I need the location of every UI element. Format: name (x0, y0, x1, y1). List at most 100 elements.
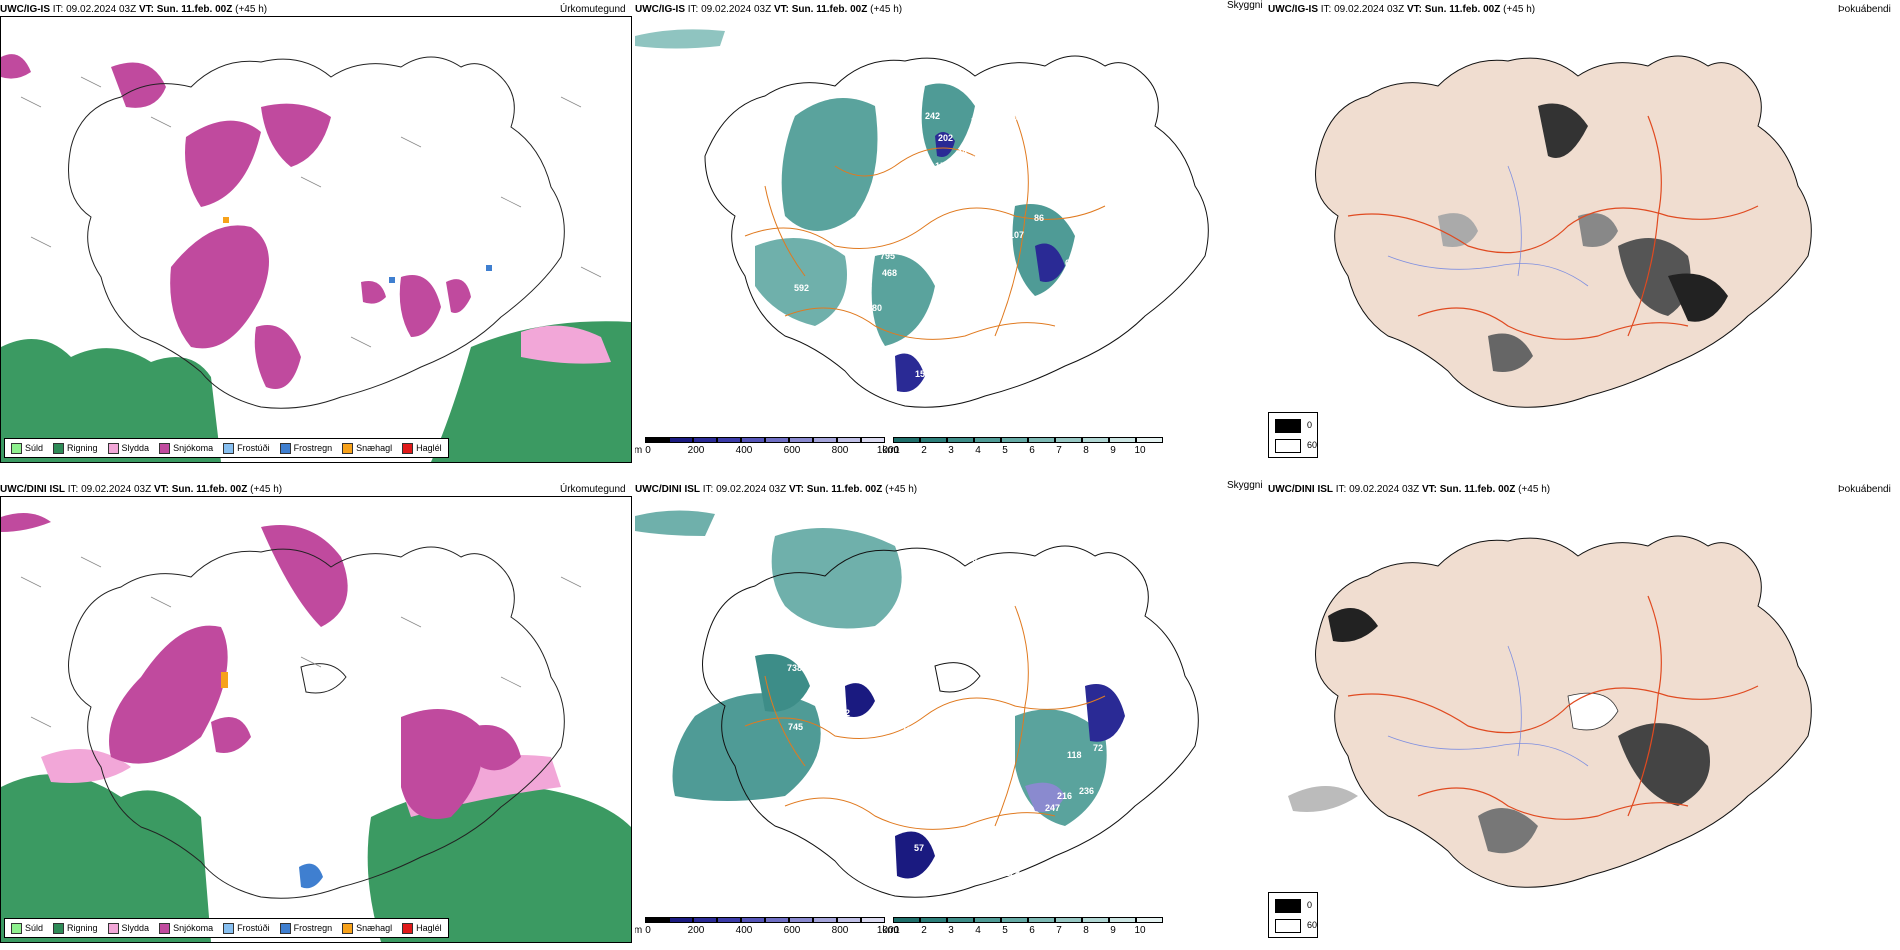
colorbar-segment (947, 437, 974, 443)
station-label: 984 (898, 627, 913, 637)
station-label: 184 (997, 257, 1012, 267)
panel-header: UWC/DINI ISL IT: 09.02.2024 03Z VT: Sun.… (1268, 484, 1551, 495)
legend-item-freezing-drizzle: Frostúði (223, 922, 270, 934)
colorbar-tick-label: 600 (783, 925, 801, 936)
ceiling-colorbar: m 0 200 400 600 800 1000 (635, 917, 899, 939)
colorbar-tick-label: 2 (921, 445, 927, 456)
station-label: 165 (975, 186, 990, 196)
station-label: 44 (1065, 335, 1075, 345)
colorbar-tick-label: 400 (735, 445, 753, 456)
colorbar-tick-label: 600 (783, 445, 801, 456)
legend-item-rain: Rigning (53, 922, 98, 934)
legend-item-freezing-rain: Frostregn (279, 442, 332, 454)
colorbar-segment (789, 437, 813, 443)
station-label: 145 (968, 173, 983, 183)
colorbar-tick-label: 1 (894, 925, 900, 936)
station-label: 198 (975, 601, 990, 611)
legend-item-drizzle: Súld (11, 442, 43, 454)
station-label: 714 (705, 873, 720, 883)
colorbar-segment (920, 437, 947, 443)
panel-header: UWC/IG-IS IT: 09.02.2024 03Z VT: Sun. 11… (635, 4, 903, 15)
colorbar-segment (1028, 437, 1055, 443)
station-label: 207 (830, 336, 845, 346)
colorbar-segment (765, 917, 789, 923)
colorbar-tick-label: 0 (645, 925, 651, 936)
station-label: 40 (850, 767, 860, 777)
colorbar-tick-label: 6 (1029, 925, 1035, 936)
colorbar-tick-label: 3 (948, 445, 954, 456)
legend-swatch (53, 442, 65, 454)
colorbar-tick-label: 2 (921, 925, 927, 936)
legend-swatch (279, 442, 291, 454)
legend-swatch (223, 442, 235, 454)
station-label: 222 (995, 625, 1010, 635)
panel-header: UWC/IG-IS IT: 09.02.2024 03Z VT: Sun. 11… (0, 4, 268, 15)
colorbar-tick-label: 9 (1110, 445, 1116, 456)
legend-swatch (53, 922, 65, 934)
station-label: 592 (794, 283, 809, 293)
colorbar-segment (1082, 917, 1109, 923)
colorbar-segment (645, 437, 669, 443)
legend-item-freezing-rain: Frostregn (279, 922, 332, 934)
fog-map (1268, 496, 1900, 926)
fog-scale-swatch-bottom (1275, 919, 1301, 933)
station-label: 57 (914, 843, 924, 853)
station-labels: 359 389 139 85 131 198 222 984 738 84 94 722 745 111 9… (695, 554, 1103, 898)
colorbar-segment (789, 917, 813, 923)
station-label: 794 (695, 888, 710, 898)
legend-swatch (107, 442, 119, 454)
station-label: 330 (910, 245, 925, 255)
fog-map (1268, 16, 1900, 446)
station-labels: 796 66 490 242 345 934 202 174 44 151 262 145 165 107… (743, 80, 1077, 403)
colorbar-segment (1028, 917, 1055, 923)
colorbar-tick-label: 8 (1083, 925, 1089, 936)
visibility-ceiling-panel-row1: UWC/IG-IS IT: 09.02.2024 03Z VT: Sun. 11… (635, 0, 1275, 470)
station-label: 243 (857, 280, 872, 290)
legend-swatch (223, 922, 235, 934)
station-label: 98 (944, 838, 954, 848)
station-label: 59 (1063, 300, 1073, 310)
colorbar-tick-label: 8 (1083, 445, 1089, 456)
colorbar-segment (765, 437, 789, 443)
legend-item-snow: Snjókoma (159, 442, 213, 454)
colorbar-segment (693, 437, 717, 443)
station-label: 202 (938, 133, 953, 143)
colorbar-tick-label: 1000 (876, 925, 900, 936)
colorbar-segment (669, 917, 693, 923)
station-label: 94 (934, 728, 944, 738)
station-label: 118 (1067, 750, 1082, 760)
precip-type-panel-row1: UWC/IG-IS IT: 09.02.2024 03Z VT: Sun. 11… (0, 0, 640, 470)
colorbar-tick-label: 5 (1002, 445, 1008, 456)
station-label: 580 (867, 303, 882, 313)
visibility-map: 796 66 490 242 345 934 202 174 44 151 262 145 165 107… (635, 16, 1255, 436)
colorbar-tick-label: 4 (975, 445, 981, 456)
panel-title: Úrkomutegund (560, 484, 626, 495)
panel-title: Þokuábendi (1838, 484, 1891, 495)
colorbar-segment (717, 437, 741, 443)
station-label: 242 (925, 111, 940, 121)
station-label: 216 (1057, 791, 1072, 801)
station-label: 72 (1093, 743, 1103, 753)
colorbar-tick-label: 7 (1056, 445, 1062, 456)
colorbar-segment (974, 437, 1001, 443)
fog-scale-swatch-top (1275, 899, 1301, 913)
colorbar-segment (813, 437, 837, 443)
station-label: 738 (787, 663, 802, 673)
colorbar-tick-label: 9 (1110, 925, 1116, 936)
fog-scale: 0 60 (1268, 412, 1318, 458)
colorbar-tick-label: 6 (1029, 445, 1035, 456)
station-label: 102 (971, 359, 986, 369)
station-label: 60 (928, 388, 938, 398)
legend-swatch (11, 922, 22, 934)
colorbar-tick-label: 4 (975, 925, 981, 936)
visibility-map: 359 389 139 85 131 198 222 984 738 84 94 722 745 111 9… (635, 496, 1255, 916)
station-label: 345 (971, 116, 986, 126)
station-label: 934 (1013, 112, 1028, 122)
fog-scale-swatch-bottom (1275, 439, 1301, 453)
station-label: 120 (919, 393, 934, 403)
station-label: 86 (1034, 213, 1044, 223)
legend-item-snow-pellets: Snæhagl (342, 442, 392, 454)
visibility-colorbar: km 1 2 3 4 5 6 7 8 9 10 (882, 917, 1163, 939)
colorbar-segment (645, 917, 669, 923)
fog-scale-swatch-top (1275, 419, 1301, 433)
